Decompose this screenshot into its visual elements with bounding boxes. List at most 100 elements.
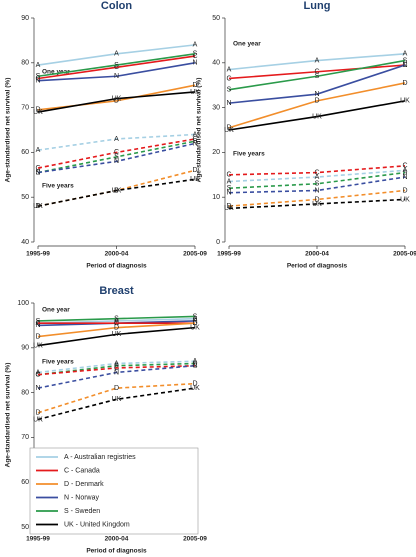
point-label: S [36, 73, 41, 80]
point-label: UK [112, 396, 122, 403]
point-label: S [315, 73, 320, 80]
point-label: A [193, 358, 198, 365]
point-label: S [227, 185, 232, 192]
point-label: A [114, 51, 119, 58]
y-tick-label: 90 [21, 345, 29, 352]
point-label: D [192, 82, 197, 89]
point-label: D [192, 320, 197, 327]
x-tick-label: 2005-09 [393, 251, 416, 258]
series-line [228, 189, 406, 207]
point-label: D [114, 324, 119, 331]
x-tick-label: 1995-99 [26, 536, 50, 543]
point-label: D [35, 203, 40, 210]
point-label: N [192, 60, 197, 67]
point-label: N [35, 322, 40, 329]
point-label: S [114, 62, 119, 69]
point-label: A [315, 57, 320, 64]
y-tick-label: 0 [216, 239, 220, 246]
point-label: D [35, 107, 40, 114]
x-tick-label: 2000-04 [105, 251, 129, 258]
point-label: UK [112, 95, 122, 102]
point-label: C [35, 372, 40, 379]
y-tick-label: 90 [21, 15, 29, 22]
point-label: UK [112, 331, 122, 338]
point-label: A [193, 316, 198, 323]
series-line [37, 91, 196, 113]
point-label: C [35, 165, 40, 172]
series-line [37, 140, 196, 174]
point-label: D [226, 203, 231, 210]
x-tick-label: 1995-99 [26, 251, 50, 258]
point-label: A [114, 136, 119, 143]
point-label: N [114, 369, 119, 376]
point-label: UK [33, 203, 43, 210]
point-label: UK [312, 201, 322, 208]
y-tick-label: 100 [17, 300, 29, 307]
x-tick-label: 2005-09 [183, 536, 207, 543]
y-tick-label: 40 [21, 239, 29, 246]
point-label: A [36, 369, 41, 376]
point-label: N [314, 187, 319, 194]
point-label: S [193, 51, 198, 58]
x-tick-label: 2000-04 [105, 536, 129, 543]
point-label: N [35, 385, 40, 392]
series-line [37, 364, 196, 376]
series-line [37, 53, 196, 78]
series-line [228, 64, 406, 104]
point-label: D [114, 98, 119, 105]
series-line [37, 62, 196, 82]
y-tick-label: 40 [212, 60, 220, 67]
point-label: UK [400, 196, 410, 203]
point-label: UK [33, 109, 43, 116]
y-tick-label: 30 [212, 104, 220, 111]
point-label: N [226, 190, 231, 197]
y-tick-label: 70 [21, 104, 29, 111]
point-label: A [227, 178, 232, 185]
annotation: One year [42, 307, 70, 314]
y-axis-title: Age-standardised net survival (%) [5, 78, 12, 183]
series-line [228, 100, 406, 131]
y-axis-title: Age-standardised net survival (%) [5, 363, 12, 468]
y-tick-label: 50 [212, 15, 220, 22]
series-line [37, 315, 196, 322]
point-label: UK [190, 89, 200, 96]
point-label: D [314, 196, 319, 203]
point-label: C [226, 75, 231, 82]
point-label: UK [400, 98, 410, 105]
point-label: N [402, 174, 407, 181]
y-tick-label: 20 [212, 149, 220, 156]
point-label: UK [224, 205, 234, 212]
point-label: A [315, 174, 320, 181]
point-label: D [35, 410, 40, 417]
point-label: UK [312, 113, 322, 120]
point-label: N [35, 78, 40, 85]
y-tick-label: 10 [212, 194, 220, 201]
point-label: C [192, 53, 197, 60]
x-tick-label: 1995-99 [217, 251, 241, 258]
point-label: S [193, 360, 198, 367]
series-line [37, 322, 196, 338]
point-label: C [114, 365, 119, 372]
series-line [37, 382, 196, 414]
point-label: D [192, 380, 197, 387]
x-axis-title: Period of diagnosis [86, 263, 147, 270]
x-tick-label: 2000-04 [305, 251, 329, 258]
point-label: D [402, 80, 407, 87]
series-line [228, 59, 406, 91]
point-label: A [114, 360, 119, 367]
series-line [228, 198, 406, 210]
series-line [228, 64, 406, 80]
series-line [37, 362, 196, 376]
point-label: A [193, 42, 198, 49]
point-label: UK [33, 342, 43, 349]
point-label: D [35, 333, 40, 340]
legend-label: S - Sweden [64, 508, 100, 515]
series-line [228, 171, 406, 190]
y-tick-label: 80 [21, 60, 29, 67]
point-label: N [114, 158, 119, 165]
point-label: C [192, 136, 197, 143]
series-line [228, 82, 406, 129]
point-label: N [114, 73, 119, 80]
point-label: S [315, 181, 320, 188]
